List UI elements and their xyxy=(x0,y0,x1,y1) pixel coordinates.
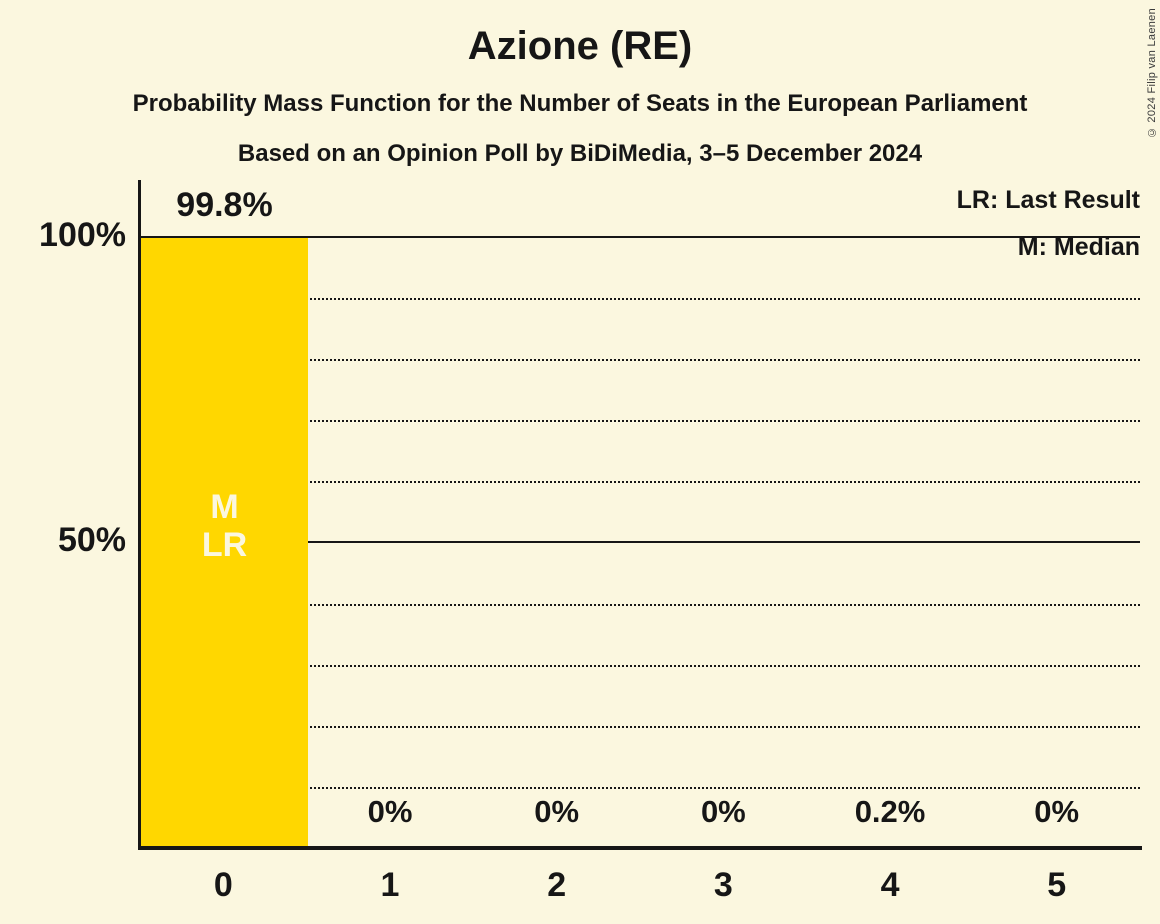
chart-subtitle: Probability Mass Function for the Number… xyxy=(132,90,1028,117)
x-axis-ticks: 0 1 2 3 4 5 xyxy=(140,866,1140,905)
legend-median: M: Median xyxy=(1017,233,1140,261)
gridline-60 xyxy=(141,481,1140,483)
value-labels-row: 0% 0% 0% 0.2% 0% xyxy=(140,794,1140,830)
x-axis-line xyxy=(138,846,1142,850)
bar-series xyxy=(141,237,1141,848)
gridline-30 xyxy=(141,665,1140,667)
gridline-10 xyxy=(141,787,1140,789)
value-label-spacer xyxy=(140,794,307,830)
y-tick-100: 100% xyxy=(39,216,126,254)
gridline-90 xyxy=(141,298,1140,300)
median-marker: M xyxy=(210,488,239,526)
value-label-seats-3: 0% xyxy=(700,794,746,829)
gridline-20 xyxy=(141,726,1140,728)
gridline-100 xyxy=(141,236,1140,238)
gridline-50 xyxy=(141,541,1140,543)
chart-title: Azione (RE) xyxy=(467,24,693,68)
x-tick-3: 3 xyxy=(713,866,733,904)
copyright-notice: © 2024 Filip van Laenen xyxy=(1146,8,1158,139)
last-result-marker: LR xyxy=(201,526,248,564)
x-tick-1: 1 xyxy=(380,866,400,904)
gridline-40 xyxy=(141,604,1140,606)
value-label-seats-4: 0.2% xyxy=(854,794,926,829)
gridline-70 xyxy=(141,420,1140,422)
legend-last-result: LR: Last Result xyxy=(956,186,1140,214)
bar-annotation-median-lastresult: M LR xyxy=(141,488,308,564)
y-tick-50: 50% xyxy=(57,521,126,559)
x-tick-0: 0 xyxy=(213,866,233,904)
value-label-seats-2: 0% xyxy=(534,794,580,829)
x-tick-4: 4 xyxy=(880,866,900,904)
value-label-seats-1: 0% xyxy=(367,794,413,829)
gridline-80 xyxy=(141,359,1140,361)
y-axis-line xyxy=(138,180,141,848)
value-label-seats-0: 99.8% xyxy=(176,186,273,224)
bar-seats-0[interactable] xyxy=(141,238,308,848)
value-label-seats-5: 0% xyxy=(1034,794,1080,829)
x-tick-5: 5 xyxy=(1047,866,1067,904)
x-tick-2: 2 xyxy=(547,866,567,904)
chart-source-line: Based on an Opinion Poll by BiDiMedia, 3… xyxy=(237,140,923,167)
